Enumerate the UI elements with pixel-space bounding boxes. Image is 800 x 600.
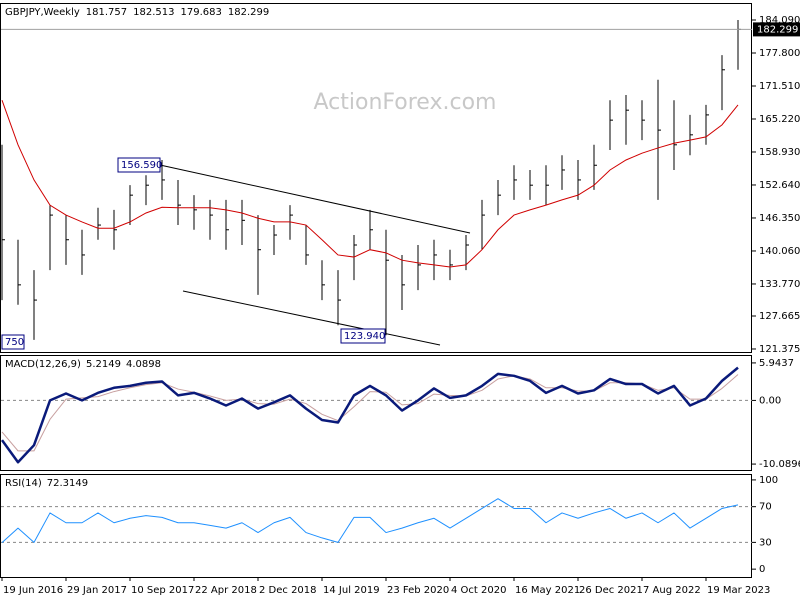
- y-tick-label: 70: [759, 502, 772, 513]
- ohlc-value: 181.757: [86, 7, 127, 18]
- rsi-panel-frame: [0, 474, 752, 578]
- trend-line: [159, 164, 471, 234]
- x-tick-label: 19 Mar 2023: [707, 585, 770, 596]
- macd-panel-frame: [0, 355, 752, 471]
- ohlc-value: 182.299: [228, 7, 269, 18]
- y-tick-label: 177.800: [759, 48, 800, 59]
- x-tick-label: 2 Dec 2018: [259, 585, 317, 596]
- y-tick-label: 184.090: [759, 15, 800, 26]
- x-tick-label: 4 Oct 2020: [451, 585, 506, 596]
- y-tick-label: 133.770: [759, 279, 800, 290]
- x-tick-label: 23 Feb 2020: [387, 585, 449, 596]
- indicator-value: 5.2149: [86, 359, 121, 370]
- watermark: ActionForex.com: [314, 90, 497, 115]
- y-tick-label: 171.510: [759, 81, 800, 92]
- y-tick-label: 5.9437: [759, 358, 794, 369]
- last-price-label: 182.299: [757, 24, 798, 35]
- y-tick-label: 127.665: [759, 311, 800, 322]
- annotation-label: 156.590: [121, 160, 162, 171]
- x-tick-label: 29 Jan 2017: [67, 585, 127, 596]
- moving-average: [1, 100, 739, 268]
- x-tick-label: 19 Jun 2016: [3, 585, 63, 596]
- y-tick-label: 152.640: [759, 180, 800, 191]
- y-tick-label: -10.0896: [759, 459, 800, 470]
- x-tick-label: 22 Apr 2018: [195, 585, 257, 596]
- panel-title: RSI(14) 72.3149: [5, 478, 88, 489]
- y-tick-label: 100: [759, 475, 778, 486]
- annotation-box: [1, 334, 25, 350]
- y-tick-label: 146.350: [759, 213, 800, 224]
- x-tick-label: 10 Sep 2017: [131, 585, 194, 596]
- annotation-label: 750: [5, 337, 24, 348]
- y-tick-label: 140.060: [759, 246, 800, 257]
- trend-line: [182, 290, 441, 346]
- price-panel-frame: [0, 3, 752, 353]
- x-tick-label: 7 Aug 2022: [643, 585, 701, 596]
- y-tick-label: 165.220: [759, 114, 800, 125]
- annotation-box: [340, 328, 386, 344]
- indicator-line: [1, 498, 739, 544]
- indicator-value: 4.0898: [126, 359, 161, 370]
- annotation-box: [117, 157, 161, 173]
- annotation-label: 123.940: [344, 331, 385, 342]
- panel-title: MACD(12,26,9) 5.2149 4.0898: [5, 359, 161, 370]
- chart-title: GBPJPY,Weekly: [5, 7, 80, 18]
- y-tick-label: 158.930: [759, 147, 800, 158]
- x-tick-label: 16 May 2021: [515, 585, 580, 596]
- x-tick-label: 14 Jul 2019: [323, 585, 380, 596]
- ohlc-value: 179.683: [181, 7, 222, 18]
- y-tick-label: 30: [759, 537, 772, 548]
- indicator-line: [0, 366, 739, 464]
- x-tick-label: 26 Dec 2021: [579, 585, 643, 596]
- y-tick-label: 0: [759, 564, 765, 575]
- chart-header: GBPJPY,Weekly 181.757 182.513 179.683 182.29…: [5, 7, 269, 18]
- y-tick-label: 0.00: [759, 395, 781, 406]
- indicator-title: RSI(14): [5, 478, 42, 489]
- indicator-title: MACD(12,26,9): [5, 359, 81, 370]
- indicator-line: [1, 374, 739, 452]
- y-tick-label: 121.375: [759, 344, 800, 355]
- ohlc-value: 182.513: [133, 7, 174, 18]
- indicator-value: 72.3149: [47, 478, 88, 489]
- last-price-tag: [753, 22, 800, 37]
